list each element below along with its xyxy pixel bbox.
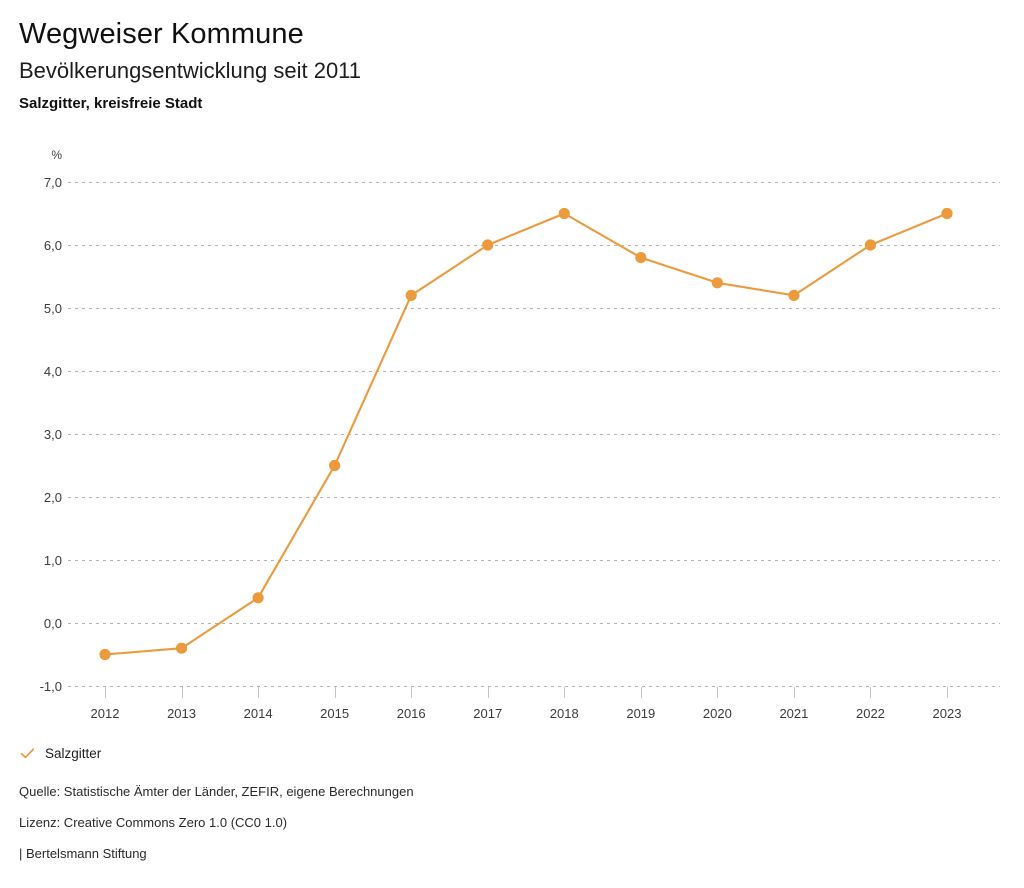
series-line (103, 212, 949, 656)
y-axis-labels: 7,0 6,0 5,0 4,0 3,0 2,0 1,0 0,0 -1,0 (40, 175, 62, 694)
x-axis-tick-label: 2012 (91, 706, 120, 721)
x-axis-tick-label: 2015 (320, 706, 349, 721)
data-point-marker[interactable] (405, 289, 417, 301)
y-axis-tick-label: 3,0 (44, 427, 62, 442)
y-axis-tick-label: 0,0 (44, 616, 62, 631)
page-title: Wegweiser Kommune (19, 18, 304, 50)
y-axis-tick-label: 2,0 (44, 490, 62, 505)
data-point-marker[interactable] (482, 239, 494, 251)
data-point-marker[interactable] (788, 289, 800, 301)
x-axis-tick-label: 2016 (397, 706, 426, 721)
data-point-marker[interactable] (864, 239, 877, 251)
data-point-marker[interactable] (175, 642, 188, 654)
x-axis-tick-label: 2014 (244, 706, 273, 721)
chart-legend: Salzgitter (19, 745, 101, 762)
chart-region-label: Salzgitter, kreisfreie Stadt (19, 95, 203, 112)
legend-label: Salzgitter (45, 746, 102, 761)
y-axis-tick-label: 5,0 (44, 301, 62, 316)
data-series (99, 207, 953, 661)
x-axis-ticks (105, 687, 948, 698)
chart-footer: Quelle: Statistische Ämter der Länder, Z… (19, 784, 979, 862)
x-axis-tick-label: 2019 (626, 706, 655, 721)
x-axis-tick-label: 2013 (167, 706, 196, 721)
gridlines (68, 182, 1000, 687)
legend-item-salzgitter[interactable]: Salzgitter (19, 745, 101, 762)
y-axis-tick-label: 7,0 (44, 175, 62, 190)
data-point-marker[interactable] (941, 207, 953, 220)
check-icon (20, 748, 35, 759)
footer-source: Quelle: Statistische Ämter der Länder, Z… (19, 784, 414, 799)
chart-header: Wegweiser Kommune Bevölkerungsentwicklun… (19, 16, 999, 115)
footer-license: Lizenz: Creative Commons Zero 1.0 (CC0 1… (19, 815, 288, 830)
x-axis-tick-label: 2022 (856, 706, 885, 721)
x-axis-tick-label: 2018 (550, 706, 579, 721)
y-axis-tick-label: 6,0 (44, 238, 62, 253)
data-point-marker[interactable] (252, 592, 264, 604)
data-point-marker[interactable] (711, 277, 723, 289)
y-axis-unit-label: % (51, 148, 62, 162)
x-axis-tick-label: 2023 (933, 706, 962, 721)
data-point-marker[interactable] (635, 252, 647, 264)
data-point-marker[interactable] (99, 648, 111, 661)
x-axis-tick-label: 2017 (473, 706, 502, 721)
data-point-marker[interactable] (558, 207, 570, 220)
chart-subtitle: Bevölkerungsentwicklung seit 2011 (19, 58, 362, 83)
data-point-marker[interactable] (329, 459, 341, 472)
y-axis-tick-label: -1,0 (40, 679, 62, 694)
y-axis-tick-label: 1,0 (44, 553, 62, 568)
y-axis-tick-label: 4,0 (44, 364, 62, 379)
x-axis-tick-label: 2021 (779, 706, 808, 721)
x-axis-tick-label: 2020 (703, 706, 732, 721)
footer-publisher: | Bertelsmann Stiftung (19, 846, 147, 861)
x-axis-labels: 2012 2013 2014 2015 2016 2017 2018 2019 2020 2021… (91, 706, 962, 721)
